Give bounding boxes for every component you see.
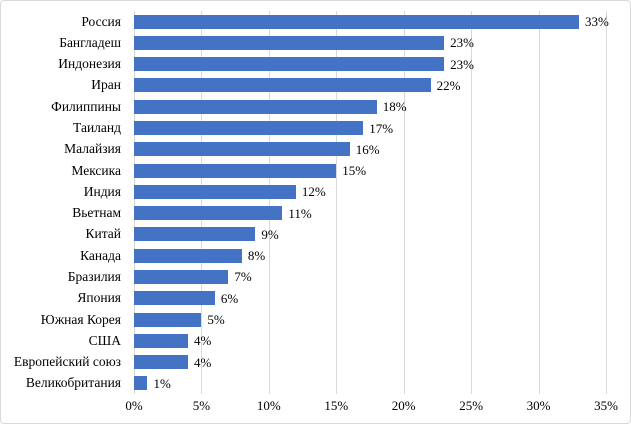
chart-row: 9% — [134, 224, 606, 245]
bar — [134, 121, 364, 135]
bar-value-label: 23% — [450, 35, 474, 51]
bar — [134, 291, 215, 306]
bar — [134, 163, 337, 178]
category-label: Бангладеш — [59, 34, 121, 50]
bar — [134, 376, 148, 391]
bar — [134, 35, 445, 50]
category-label: Великобритания — [25, 375, 121, 391]
chart-row: 4% — [134, 330, 606, 351]
bar-value-label: 23% — [450, 56, 474, 72]
bar-value-label: 4% — [193, 354, 212, 370]
chart-row: 12% — [134, 181, 606, 202]
bar-value-label: 11% — [288, 205, 312, 221]
gridline — [471, 11, 473, 394]
chart-row: 17% — [134, 117, 606, 138]
x-axis-tick-label: 15% — [324, 398, 349, 413]
gridline — [336, 11, 338, 394]
gridline — [538, 11, 540, 394]
category-label: Индия — [83, 183, 121, 199]
bar — [134, 355, 188, 370]
category-label: Мексика — [71, 162, 121, 178]
chart-row: 23% — [134, 54, 606, 75]
bar-value-label: 17% — [369, 120, 394, 136]
x-axis-tick-label: 0% — [125, 398, 143, 413]
bar-value-label: 15% — [342, 163, 367, 179]
bar — [134, 248, 242, 263]
chart-row: 33% — [134, 11, 609, 32]
bar-value-label: 5% — [207, 312, 225, 327]
category-label: Китай — [85, 226, 121, 242]
chart-row: 18% — [134, 96, 606, 117]
x-axis-tick-label: 10% — [256, 398, 281, 413]
bar — [134, 14, 580, 29]
bar-value-label: 12% — [301, 184, 326, 200]
gridline — [268, 11, 270, 394]
bar-value-label: 18% — [382, 99, 407, 115]
category-label: Иран — [91, 77, 121, 93]
bar-value-label: 6% — [220, 290, 239, 306]
bar-value-label: 33% — [585, 14, 609, 30]
category-label: Филиппины — [51, 98, 121, 114]
bar-value-label: 1% — [153, 375, 171, 391]
x-axis: 0% 5% 10% 15% 20% 25% 30% 35% — [125, 398, 618, 418]
category-label: Вьетнам — [72, 205, 121, 221]
bar — [134, 142, 350, 157]
plot-area: 33% 23% 23% 22% 18% 17% 16% 15% 12% 11% 9% 8% 7% 6% 5%… — [134, 11, 609, 394]
chart-row: 7% — [134, 266, 606, 287]
gridline — [606, 11, 607, 394]
bar-value-label: 4% — [193, 333, 212, 349]
bars: 33% 23% 23% 22% 18% 17% 16% 15% 12% 11% 9% 8% 7% 6% 5%… — [134, 11, 609, 394]
bar — [134, 99, 377, 114]
category-label: Канада — [80, 247, 121, 263]
bar-value-label: 7% — [234, 269, 252, 285]
bar — [134, 333, 188, 348]
bar — [134, 206, 283, 221]
bar — [134, 269, 229, 284]
bar — [134, 57, 445, 72]
category-label: Южная Корея — [40, 311, 121, 327]
chart-row: 22% — [134, 75, 606, 96]
category-labels: Россия Бангладеш Индонезия Иран Филиппины Таи… — [1, 11, 121, 394]
category-label: Малайзия — [64, 141, 121, 157]
chart-row: 6% — [134, 288, 606, 309]
x-axis-tick-label: 30% — [526, 398, 551, 413]
category-label: Россия — [81, 13, 121, 29]
category-label: Индонезия — [58, 56, 121, 72]
chart-row: 15% — [134, 160, 606, 181]
bar-value-label: 9% — [261, 226, 279, 242]
bar — [134, 184, 296, 199]
gridline — [403, 11, 405, 394]
bar-value-label: 8% — [247, 248, 266, 264]
chart-row: 23% — [134, 32, 606, 53]
chart-row: 8% — [134, 245, 606, 266]
chart-row: 1% — [134, 373, 606, 394]
x-axis-tick-label: 25% — [459, 398, 484, 413]
category-label: Европейский союз — [13, 354, 121, 370]
chart-row: 4% — [134, 351, 606, 372]
category-label: Бразилия — [67, 268, 121, 284]
category-label: США — [88, 332, 121, 348]
bar — [134, 312, 202, 327]
chart-row: 11% — [134, 203, 606, 224]
bar — [134, 78, 431, 93]
category-label: Япония — [77, 290, 121, 306]
bar-value-label: 16% — [355, 141, 380, 157]
gridline — [134, 11, 135, 394]
bar — [134, 227, 256, 242]
x-axis-tick-label: 5% — [192, 398, 211, 413]
chart-row: 5% — [134, 309, 606, 330]
chart-row: 16% — [134, 139, 606, 160]
x-axis-tick-label: 20% — [391, 398, 416, 413]
bar-value-label: 22% — [436, 77, 461, 93]
x-axis-tick-label: 35% — [594, 398, 618, 413]
gridline — [201, 11, 203, 394]
category-label: Таиланд — [73, 120, 121, 135]
